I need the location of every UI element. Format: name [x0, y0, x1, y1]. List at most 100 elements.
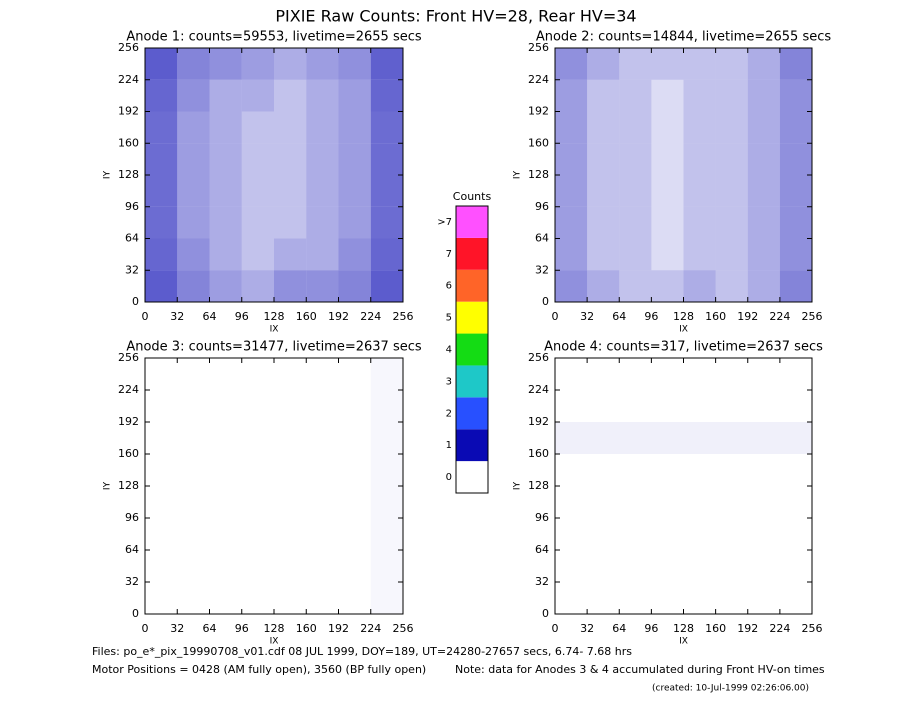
y-tick-label: 256 — [528, 41, 549, 54]
heat-cell — [715, 175, 748, 207]
heat-cell — [274, 111, 307, 144]
heat-cell — [651, 111, 684, 144]
heat-cell — [209, 48, 242, 80]
heat-cell — [145, 206, 178, 239]
y-tick-label: 32 — [125, 575, 139, 588]
y-tick-label: 256 — [118, 41, 139, 54]
y-tick-label: 0 — [542, 295, 549, 308]
heat-cell — [619, 238, 652, 271]
heat-cell — [651, 48, 684, 80]
heat-cell — [274, 206, 307, 239]
x-tick-label: 96 — [644, 310, 658, 323]
heat-cell — [274, 270, 307, 302]
heat-cell — [619, 111, 652, 144]
y-axis-label: IY — [103, 481, 113, 490]
heat-cell — [715, 48, 748, 80]
colorbar-cell — [456, 269, 488, 302]
plot-frame — [144, 357, 404, 615]
heat-cell — [177, 48, 210, 80]
heat-cell — [338, 111, 371, 144]
y-tick-label: 96 — [535, 511, 549, 524]
heat-cell — [651, 238, 684, 271]
x-tick-label: 32 — [580, 310, 594, 323]
x-tick-label: 160 — [296, 622, 317, 635]
heat-cell — [241, 270, 274, 302]
heat-cell — [209, 79, 242, 112]
heat-cell — [177, 111, 210, 144]
heat-cell — [715, 422, 748, 454]
heat-cell — [370, 175, 403, 207]
x-tick-label: 96 — [644, 622, 658, 635]
colorbar-cell — [456, 237, 488, 270]
x-axis-label: IX — [270, 325, 279, 335]
heat-cell — [306, 206, 339, 239]
colorbar-cell — [456, 365, 488, 398]
heat-cell — [651, 206, 684, 239]
heat-cell — [747, 111, 780, 144]
colorbar-label: >7 — [437, 217, 452, 228]
heat-cell — [747, 422, 780, 454]
y-tick-label: 192 — [118, 415, 139, 428]
colorbar-cell — [456, 397, 488, 430]
heat-cell — [747, 175, 780, 207]
y-tick-label: 224 — [528, 73, 549, 86]
heat-cell — [779, 48, 812, 80]
y-axis-label: IY — [103, 170, 113, 179]
x-tick-label: 0 — [142, 310, 149, 323]
heat-cell — [145, 238, 178, 271]
x-tick-label: 128 — [673, 310, 694, 323]
heat-cell — [370, 270, 403, 302]
heat-cell — [371, 582, 403, 614]
heat-cell — [306, 238, 339, 271]
y-tick-label: 96 — [125, 511, 139, 524]
footer-created: (created: 10-Jul-1999 02:26:06.00) — [652, 684, 809, 694]
heat-cell — [747, 206, 780, 239]
heat-cell — [209, 238, 242, 271]
footer-note: Note: data for Anodes 3 & 4 accumulated … — [455, 663, 825, 676]
heat-cell — [747, 79, 780, 112]
heat-cell — [306, 175, 339, 207]
y-tick-label: 224 — [118, 73, 139, 86]
heat-cell — [555, 206, 588, 239]
heat-cell — [619, 143, 652, 175]
heat-cell — [683, 422, 716, 454]
y-tick-label: 128 — [528, 168, 549, 181]
heat-cell — [145, 48, 178, 80]
heat-cell — [779, 422, 812, 454]
heat-cell — [555, 143, 588, 175]
heat-cell — [587, 48, 620, 80]
heat-cell — [555, 111, 588, 144]
x-axis-label: IX — [270, 637, 279, 647]
heat-cell — [747, 238, 780, 271]
heat-cell — [370, 111, 403, 144]
heat-cell — [241, 238, 274, 271]
heat-cell — [177, 79, 210, 112]
heat-cell — [683, 175, 716, 207]
panel-title: Anode 4: counts=317, livetime=2637 secs — [544, 340, 823, 355]
footer-motor: Motor Positions = 0428 (AM fully open), … — [92, 663, 426, 676]
heat-cell — [587, 422, 620, 454]
heat-cell — [371, 390, 403, 422]
heat-cell — [177, 238, 210, 271]
y-tick-label: 96 — [125, 200, 139, 213]
heat-cell — [587, 143, 620, 175]
heat-cell — [683, 79, 716, 112]
y-tick-label: 96 — [535, 200, 549, 213]
heat-cell — [715, 270, 748, 302]
heat-cell — [209, 206, 242, 239]
heat-cell — [177, 175, 210, 207]
heat-cell — [587, 238, 620, 271]
heat-cell — [683, 111, 716, 144]
y-tick-label: 32 — [125, 263, 139, 276]
heat-cell — [619, 48, 652, 80]
x-tick-label: 224 — [360, 622, 381, 635]
heat-cell — [779, 270, 812, 302]
heat-cell — [715, 111, 748, 144]
x-tick-label: 256 — [802, 622, 823, 635]
heat-cell — [145, 175, 178, 207]
heat-cell — [338, 238, 371, 271]
heat-cell — [338, 79, 371, 112]
y-tick-label: 192 — [528, 415, 549, 428]
heat-cell — [555, 238, 588, 271]
x-tick-label: 32 — [170, 310, 184, 323]
